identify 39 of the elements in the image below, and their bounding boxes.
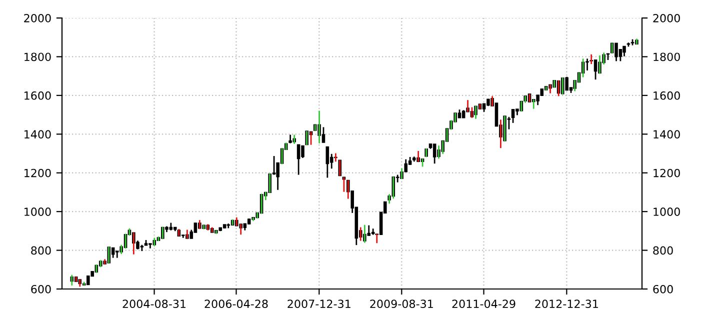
y2-tick-label: 1600 [654, 91, 680, 100]
x-tick-label: 2011-04-29 [452, 300, 516, 308]
candlestick [247, 218, 251, 226]
x-tick-label: 2012-12-31 [535, 300, 598, 308]
candlestick [222, 224, 226, 230]
candlestick [610, 42, 614, 54]
y2-tick-label: 2000 [653, 14, 680, 22]
candlestick [560, 76, 564, 95]
candlestick [161, 226, 164, 240]
y2-tick-label: 1800 [654, 52, 680, 62]
y-tick-label: 1800 [24, 52, 51, 62]
y-tick-label: 800 [31, 246, 51, 255]
x-tick-label: 2006-04-28 [204, 300, 268, 308]
candlestick [503, 115, 506, 142]
y-tick-label: 1200 [24, 168, 51, 178]
candlestick [181, 234, 185, 239]
candlestick [86, 275, 90, 286]
y2-tick-label: 1000 [654, 208, 680, 216]
candlestick [586, 58, 589, 72]
x-tick-label: 2004-08-31 [122, 300, 186, 308]
candlestick [74, 276, 78, 283]
candlestick [260, 193, 264, 214]
x-tick-label: 2009-08-31 [370, 300, 433, 308]
candlestick [116, 250, 119, 259]
candlestick [230, 218, 234, 226]
y2-tick-label: 600 [653, 284, 673, 294]
candlestick [305, 130, 308, 146]
candlestick [94, 264, 98, 274]
y2-tick-label: 1400 [654, 130, 680, 139]
y-tick-label: 1400 [24, 130, 51, 139]
y-tick-label: 2000 [24, 14, 51, 22]
y2-tick-label: 1200 [654, 168, 680, 178]
y-tick-label: 600 [31, 284, 51, 294]
x-tick-label: 2007-12-31 [288, 300, 350, 308]
y2-tick-label: 800 [653, 246, 673, 255]
candlestick [107, 246, 111, 264]
y-tick-label: 1000 [24, 208, 51, 216]
candlestick [148, 242, 152, 250]
y-tick-label: 1600 [24, 91, 51, 100]
